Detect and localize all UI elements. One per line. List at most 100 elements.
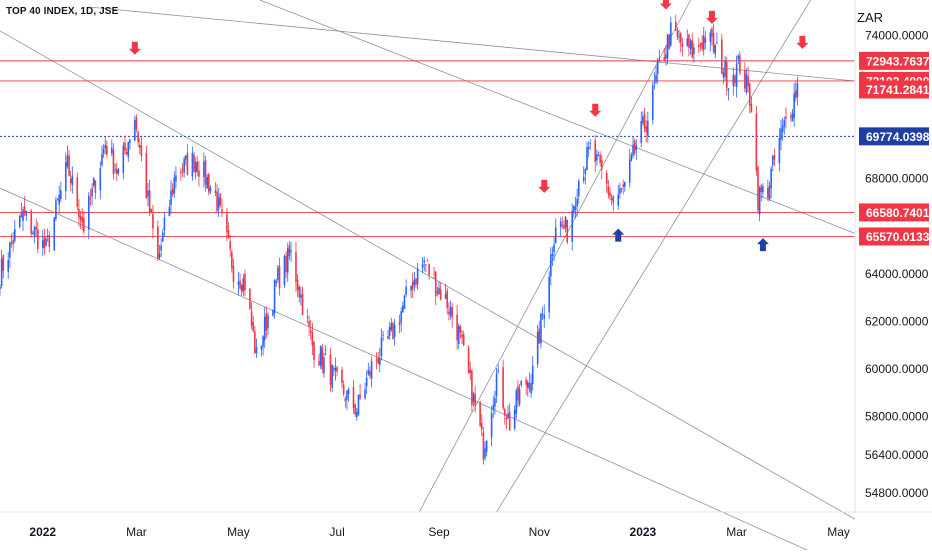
candle-body <box>643 114 646 129</box>
candle-body <box>551 253 554 256</box>
candle-body <box>145 152 148 198</box>
candle-body <box>781 125 784 132</box>
candle-body <box>392 322 394 340</box>
candle-body <box>379 358 381 366</box>
candle-body <box>413 279 416 286</box>
candle-body <box>724 60 726 77</box>
candle-body <box>734 76 736 83</box>
candle-body <box>536 331 539 365</box>
candle-body <box>791 113 794 121</box>
candle-body <box>632 144 634 156</box>
candle-body <box>117 169 120 174</box>
candle-body <box>785 116 787 119</box>
level-badge <box>859 227 929 246</box>
candle-body <box>300 294 302 298</box>
candle-body <box>745 74 748 93</box>
candle-body <box>665 54 667 59</box>
candle-body <box>295 252 297 282</box>
candle-body <box>747 76 749 87</box>
candle-body <box>739 55 741 73</box>
level-badge-label: 72943.7637 <box>866 54 930 68</box>
candle-body <box>45 238 47 246</box>
candle-body <box>502 367 504 409</box>
candle-body <box>503 409 506 416</box>
candle-body <box>168 207 171 216</box>
candle-body <box>318 361 320 366</box>
candle-body <box>217 197 220 209</box>
candle-body <box>263 316 266 341</box>
candle-body <box>647 120 649 136</box>
candle-body <box>793 93 795 118</box>
candle-body <box>663 57 666 61</box>
down-arrow-marker <box>705 10 718 24</box>
candle-body <box>359 394 361 399</box>
candle-body <box>485 440 488 452</box>
time-tick-label: Mar <box>126 525 147 539</box>
trendline <box>418 0 691 513</box>
candle-body <box>33 226 36 237</box>
candle-body <box>744 70 746 89</box>
candle-body <box>403 295 406 309</box>
candle-body <box>332 368 335 370</box>
candle-body <box>410 285 412 291</box>
candle-body <box>9 242 11 258</box>
candle-body <box>267 315 269 329</box>
candle-body <box>448 311 450 314</box>
price-tick-label: 58000.0000 <box>865 410 929 424</box>
candle-body <box>526 382 529 388</box>
candle-body <box>329 354 332 385</box>
candle-body <box>451 306 453 318</box>
candle-body <box>286 248 289 273</box>
candle-body <box>704 37 707 43</box>
candle-body <box>219 193 222 206</box>
candle-body <box>208 174 210 193</box>
candle-body <box>755 113 758 171</box>
candle-body <box>712 33 715 52</box>
candle-body <box>94 180 97 193</box>
candle-body <box>0 258 3 286</box>
candle-body <box>209 187 212 192</box>
candle-body <box>735 63 738 87</box>
candle-body <box>497 370 500 372</box>
candle-body <box>676 30 679 37</box>
level-badge-label: 71741.2841 <box>866 83 930 97</box>
candle-body <box>462 334 465 345</box>
candle-body <box>479 401 481 426</box>
candle-body <box>770 168 772 189</box>
candle-body <box>459 325 462 333</box>
candle-body <box>530 382 532 394</box>
candle-body <box>232 266 235 282</box>
candle-body <box>732 75 735 86</box>
candle-body <box>586 147 588 170</box>
candle-body <box>53 217 56 251</box>
candle-body <box>543 314 546 319</box>
candle-body <box>37 229 39 249</box>
candle-body <box>240 285 243 293</box>
candle-body <box>183 158 185 173</box>
candle-body <box>152 214 154 229</box>
candle-body <box>18 216 21 228</box>
candle-body <box>426 260 429 262</box>
time-tick-label: 2023 <box>630 525 657 539</box>
candle-body <box>495 373 498 397</box>
candle-body <box>296 280 299 290</box>
candle-body <box>357 394 360 415</box>
candle-body <box>334 367 337 372</box>
time-tick-label: Sep <box>428 525 450 539</box>
candle-body <box>635 145 638 150</box>
candle-body <box>375 359 378 361</box>
symbol-title: TOP 40 INDEX, 1D, JSE <box>6 6 119 17</box>
candle-body <box>102 149 105 154</box>
candle-body <box>114 169 116 171</box>
candle-body <box>283 256 286 286</box>
candle-body <box>138 144 141 148</box>
candle-body <box>7 260 10 272</box>
candle-body <box>2 255 5 271</box>
candle-body <box>709 32 712 42</box>
candle-body <box>393 324 396 337</box>
candle-body <box>285 255 287 272</box>
candle-body <box>346 390 348 400</box>
candle-body <box>71 175 74 186</box>
price-tick-label: 60000.0000 <box>865 362 929 376</box>
